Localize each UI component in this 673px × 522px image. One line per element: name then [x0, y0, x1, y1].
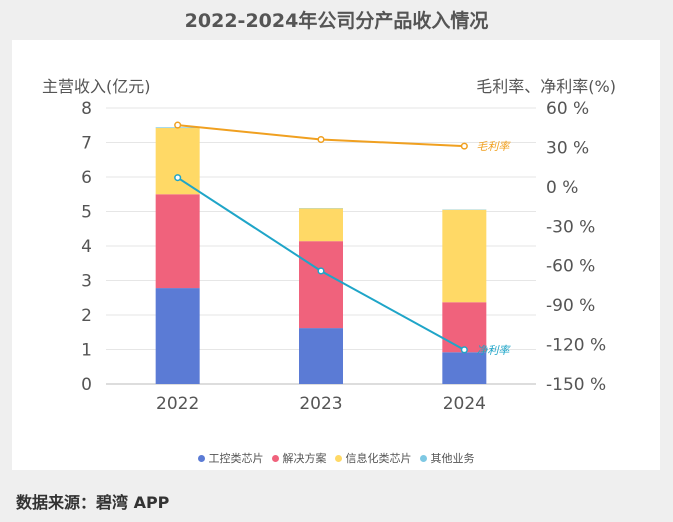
x-tick-label: 2022: [156, 394, 199, 414]
series-point: [174, 121, 182, 129]
left-tick-label: 3: [81, 272, 92, 292]
series-point: [317, 267, 325, 275]
left-tick-label: 8: [81, 99, 92, 119]
chart-svg: 0 1 2 3 4 5 6 7 8 60 % 30 % 0 % -30 % -60 % -90 % -120 …: [81, 99, 606, 414]
bar-segment: [155, 128, 200, 195]
x-tick-label: 2023: [299, 394, 342, 414]
right-tick-label: -60 %: [546, 257, 595, 277]
left-tick-label: 7: [81, 134, 92, 154]
left-tick-label: 2: [81, 306, 92, 326]
left-tick-label: 5: [81, 203, 92, 223]
legend-item: 解决方案: [271, 450, 327, 466]
legend-swatch: [197, 454, 205, 462]
bar-segment: [299, 208, 343, 242]
right-axis-title: 毛利率、净利率(%): [476, 77, 616, 96]
legend-swatch: [271, 454, 279, 462]
right-tick-label: -30 %: [546, 217, 595, 237]
series-end-label: 毛利率: [476, 140, 511, 153]
legend-item: 其他业务: [419, 450, 475, 466]
legend-label: 其他业务: [430, 452, 475, 465]
left-tick-label: 4: [81, 237, 92, 257]
legend-swatch: [334, 454, 342, 462]
bar-segment: [442, 302, 487, 353]
right-tick-label: 30 %: [546, 138, 589, 158]
series-point: [460, 346, 468, 354]
chart-panel: 主营收入(亿元) 毛利率、净利率(%) 0 1 2 3 4 5 6 7 8 60 % 30 % 0 %…: [12, 40, 660, 470]
data-source: 数据来源：碧湾 APP: [16, 493, 170, 512]
series-end-label: 净利率: [476, 344, 511, 357]
right-tick-label: -150 %: [546, 375, 606, 395]
legend-label: 工控类芯片: [208, 452, 264, 465]
bar-segment: [442, 209, 487, 303]
bar-segment: [155, 288, 200, 384]
bar-segment: [299, 241, 343, 329]
series-point: [174, 174, 182, 182]
series-point: [317, 135, 325, 144]
series-point: [460, 142, 468, 150]
left-tick-label: 0: [81, 375, 92, 395]
left-tick-label: 1: [81, 341, 92, 361]
right-tick-label: 0 %: [546, 178, 578, 198]
legend-label: 信息化类芯片: [345, 452, 412, 465]
x-tick-label: 2024: [443, 394, 486, 414]
right-tick-label: 60 %: [546, 99, 589, 119]
left-axis-title: 主营收入(亿元): [42, 77, 151, 96]
right-tick-label: -90 %: [546, 296, 595, 316]
legend-swatch: [419, 454, 427, 462]
bar-segment: [442, 352, 487, 384]
bar-segment: [155, 194, 200, 289]
bar-segment: [299, 328, 343, 384]
legend-label: 解决方案: [282, 452, 327, 465]
legend-item: 工控类芯片: [197, 450, 264, 466]
legend: 工控类芯片 解决方案 信息化类芯片 其他业务: [12, 450, 660, 466]
legend-item: 信息化类芯片: [334, 450, 412, 466]
left-tick-label: 6: [81, 168, 92, 188]
chart-title: 2022-2024年公司分产品收入情况: [184, 10, 489, 32]
right-tick-label: -120 %: [546, 336, 606, 356]
